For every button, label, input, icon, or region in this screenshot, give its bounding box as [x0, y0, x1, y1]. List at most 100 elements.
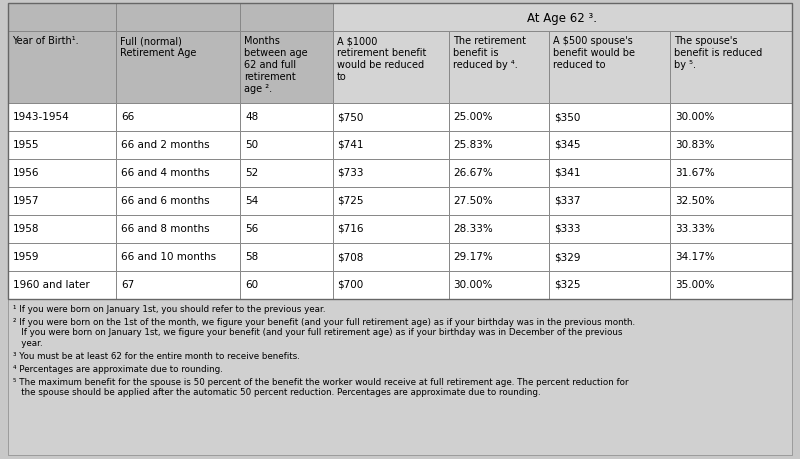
- Bar: [8, 32, 116, 104]
- Bar: [8, 216, 116, 243]
- Text: 66: 66: [121, 112, 134, 122]
- Bar: [333, 4, 792, 32]
- Text: 1959: 1959: [13, 252, 39, 262]
- Text: $733: $733: [338, 168, 364, 178]
- Bar: [670, 188, 792, 216]
- Bar: [240, 188, 333, 216]
- Text: $333: $333: [554, 224, 581, 234]
- Bar: [449, 216, 549, 243]
- Text: 1943-1954: 1943-1954: [13, 112, 70, 122]
- Bar: [116, 243, 240, 271]
- Text: 50: 50: [245, 140, 258, 150]
- Bar: [670, 216, 792, 243]
- Text: 27.50%: 27.50%: [454, 196, 494, 206]
- Bar: [449, 271, 549, 299]
- Text: A $500 spouse's
benefit would be
reduced to: A $500 spouse's benefit would be reduced…: [553, 36, 635, 70]
- Bar: [549, 132, 670, 160]
- Bar: [8, 4, 116, 32]
- Bar: [549, 243, 670, 271]
- Text: 25.00%: 25.00%: [454, 112, 493, 122]
- Bar: [549, 271, 670, 299]
- Bar: [8, 188, 116, 216]
- Text: ¹ If you were born on January 1st, you should refer to the previous year.: ¹ If you were born on January 1st, you s…: [13, 304, 326, 313]
- Bar: [333, 216, 449, 243]
- Bar: [549, 216, 670, 243]
- Bar: [449, 104, 549, 132]
- Bar: [240, 32, 333, 104]
- Text: 56: 56: [245, 224, 258, 234]
- Text: 54: 54: [245, 196, 258, 206]
- Text: 1956: 1956: [13, 168, 39, 178]
- Text: year.: year.: [13, 338, 42, 347]
- Text: $700: $700: [338, 280, 364, 289]
- Bar: [8, 104, 116, 132]
- Bar: [116, 271, 240, 299]
- Text: 25.83%: 25.83%: [454, 140, 494, 150]
- Text: 1958: 1958: [13, 224, 39, 234]
- Bar: [549, 104, 670, 132]
- Text: 67: 67: [121, 280, 134, 289]
- Text: 66 and 10 months: 66 and 10 months: [121, 252, 216, 262]
- Text: ⁵ The maximum benefit for the spouse is 50 percent of the benefit the worker wou: ⁵ The maximum benefit for the spouse is …: [13, 377, 629, 386]
- Text: 48: 48: [245, 112, 258, 122]
- Text: A $1000
retirement benefit
would be reduced
to: A $1000 retirement benefit would be redu…: [337, 36, 426, 82]
- Bar: [240, 104, 333, 132]
- Text: 35.00%: 35.00%: [675, 280, 715, 289]
- Text: $750: $750: [338, 112, 364, 122]
- Bar: [449, 132, 549, 160]
- Bar: [333, 243, 449, 271]
- Bar: [8, 4, 792, 299]
- Text: 30.00%: 30.00%: [675, 112, 715, 122]
- Bar: [240, 243, 333, 271]
- Bar: [670, 243, 792, 271]
- Text: 29.17%: 29.17%: [454, 252, 494, 262]
- Bar: [549, 160, 670, 188]
- Bar: [333, 271, 449, 299]
- Bar: [333, 160, 449, 188]
- Bar: [670, 271, 792, 299]
- Bar: [240, 4, 333, 32]
- Bar: [333, 188, 449, 216]
- Text: 66 and 8 months: 66 and 8 months: [121, 224, 210, 234]
- Text: $741: $741: [338, 140, 364, 150]
- Text: $329: $329: [554, 252, 581, 262]
- Bar: [670, 32, 792, 104]
- Text: $725: $725: [338, 196, 364, 206]
- Text: Months
between age
62 and full
retirement
age ².: Months between age 62 and full retiremen…: [244, 36, 308, 94]
- Text: 1960 and later: 1960 and later: [13, 280, 90, 289]
- Text: $325: $325: [554, 280, 581, 289]
- Text: $337: $337: [554, 196, 581, 206]
- Text: 66 and 2 months: 66 and 2 months: [121, 140, 210, 150]
- Text: $350: $350: [554, 112, 580, 122]
- Bar: [670, 132, 792, 160]
- Bar: [333, 132, 449, 160]
- Text: If you were born on January 1st, we figure your benefit (and your full retiremen: If you were born on January 1st, we figu…: [13, 328, 622, 337]
- Bar: [449, 188, 549, 216]
- Bar: [449, 32, 549, 104]
- Text: 33.33%: 33.33%: [675, 224, 715, 234]
- Bar: [116, 4, 240, 32]
- Text: 32.50%: 32.50%: [675, 196, 715, 206]
- Bar: [240, 132, 333, 160]
- Bar: [670, 104, 792, 132]
- Text: $716: $716: [338, 224, 364, 234]
- Text: the spouse should be applied after the automatic 50 percent reduction. Percentag: the spouse should be applied after the a…: [13, 388, 541, 397]
- Text: The spouse's
benefit is reduced
by ⁵.: The spouse's benefit is reduced by ⁵.: [674, 36, 762, 70]
- Bar: [8, 160, 116, 188]
- Text: $341: $341: [554, 168, 581, 178]
- Text: 1955: 1955: [13, 140, 39, 150]
- Bar: [116, 132, 240, 160]
- Text: 31.67%: 31.67%: [675, 168, 715, 178]
- Text: $708: $708: [338, 252, 364, 262]
- Bar: [240, 271, 333, 299]
- Bar: [116, 104, 240, 132]
- Bar: [8, 271, 116, 299]
- Bar: [8, 243, 116, 271]
- Text: The retirement
benefit is
reduced by ⁴.: The retirement benefit is reduced by ⁴.: [453, 36, 526, 70]
- Text: ³ You must be at least 62 for the entire month to receive benefits.: ³ You must be at least 62 for the entire…: [13, 351, 300, 360]
- Text: 1957: 1957: [13, 196, 39, 206]
- Text: 58: 58: [245, 252, 258, 262]
- Text: 52: 52: [245, 168, 258, 178]
- Bar: [116, 160, 240, 188]
- Bar: [8, 132, 116, 160]
